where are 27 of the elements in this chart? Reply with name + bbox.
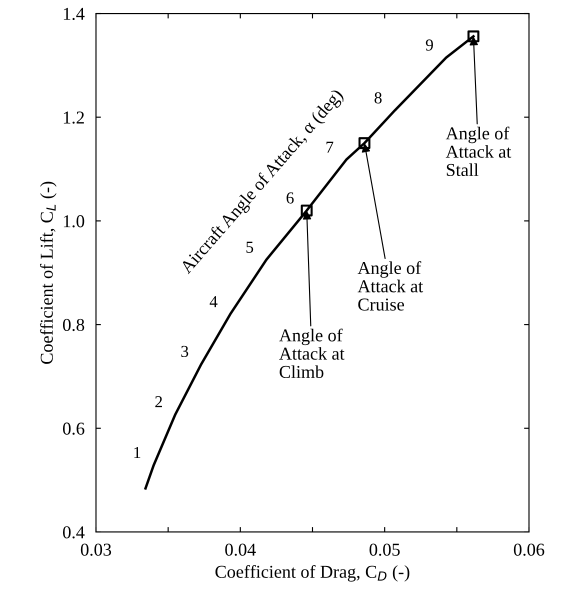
y-tick-label: 0.4 [63,526,85,538]
annotation: 4 [210,296,218,308]
annotation: Angle of Attack at Cruise [358,261,424,311]
x-axis-title: Coefficient of Drag, C$_{D}$ (-) [215,565,410,582]
annotation: 6 [286,192,294,204]
x-tick-label: 0.03 [80,544,112,556]
point [358,137,370,150]
annotation: 5 [246,242,254,253]
x-tick-label: 0.05 [370,544,400,556]
x-tick-label: 0.04 [225,544,256,556]
point [467,30,480,42]
annotation: Angle of Attack at Climb [279,328,345,378]
y-tick-label: 0.8 [63,318,84,332]
annotation: 9 [426,39,433,51]
y-tick-label: 1.4 [64,8,85,20]
annotation: 7 [326,142,334,153]
y-tick-label: 0.6 [63,422,84,435]
y-tick-label: 1.0 [64,215,84,228]
y-axis-title: Coefficient of Lift, C$_{L}$ (-) [40,182,57,364]
annotation: 1 [134,446,140,458]
y-tick-label: 1.2 [64,112,84,124]
annotation: 8 [374,92,382,104]
annotation: 2 [155,396,162,408]
point [300,204,313,216]
annotation: Angle of Attack at Stall [446,126,512,176]
x-tick-label: 0.06 [514,544,544,556]
annotation: 3 [181,346,188,358]
